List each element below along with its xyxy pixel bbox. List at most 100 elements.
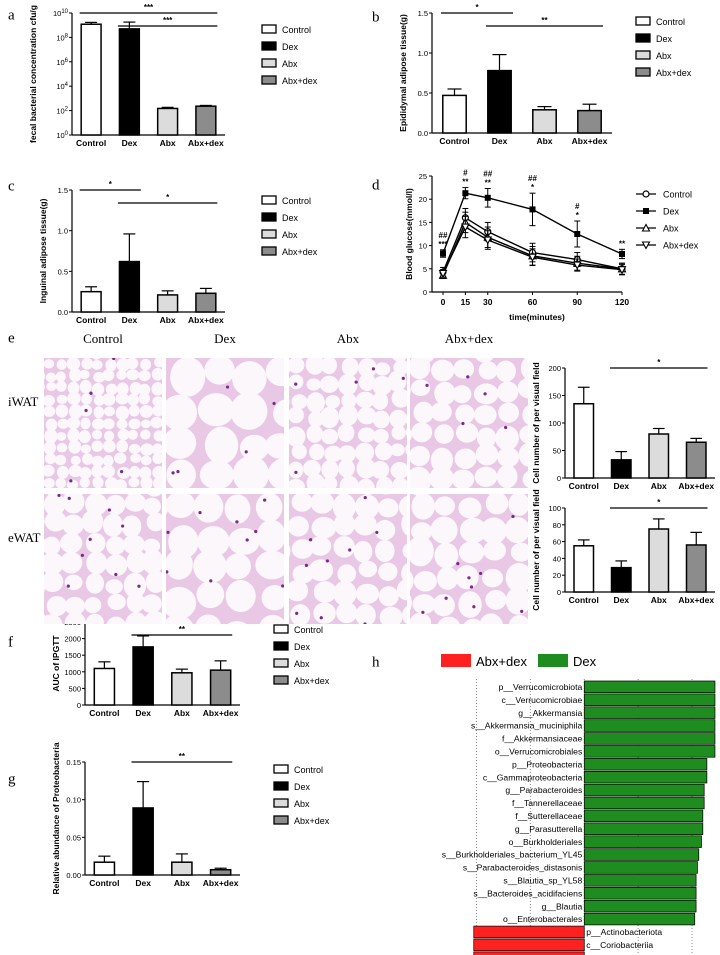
y-tick-label-b: 0.0 [418, 129, 428, 138]
bar-abx [171, 861, 193, 876]
y-axis-label-d: Blood glucose(mmol/l) [404, 188, 414, 280]
x-tick-label: Abx [651, 481, 667, 491]
lda-feature-label: g__Parabacteroides [505, 785, 582, 795]
bar-control [93, 861, 116, 876]
bar-abx [532, 109, 557, 134]
bar-control [573, 403, 595, 479]
legend-label: Dex [294, 782, 311, 792]
y-tick-label-a: 106 [56, 58, 68, 67]
legend-label-h: Dex [573, 654, 597, 669]
panel-label-a: a [8, 8, 15, 24]
lda-bar [473, 938, 585, 952]
lda-feature-label: f__Akkermansiaceae [502, 734, 582, 744]
lda-feature-label: g__Akkermansia [518, 708, 582, 718]
y-tick-label-g: 0.05 [66, 833, 81, 842]
lda-bar [583, 745, 716, 758]
y-tick-label-f: 2000 [64, 635, 81, 644]
x-tick-label: Abx [174, 878, 190, 888]
legend-label: Dex [282, 42, 299, 52]
bar-abx-dex [209, 669, 232, 706]
annotation-hash: ## [483, 170, 492, 179]
y-tick-label-e2: 60 [553, 538, 561, 547]
significance-label: * [166, 193, 170, 202]
legend-swatch [273, 624, 289, 634]
x-tick-label: Control [569, 481, 599, 491]
lda-feature-label: g__Blautia [542, 901, 583, 911]
adipocyte-cells [410, 494, 528, 624]
legend-swatch-h [441, 654, 471, 667]
lda-feature-label: o__Verrucomicrobiales [495, 747, 582, 757]
legend-label: Abx+dex [294, 676, 330, 686]
legend-swatch [261, 75, 277, 85]
lda-feature-label: s__Akkermansia_muciniphila [471, 721, 583, 731]
bar-control [442, 94, 467, 134]
lda-bar [583, 822, 704, 835]
significance-label: * [657, 358, 661, 367]
lda-feature-label: f__Tannerellaceae [512, 798, 582, 808]
lda-bar [583, 732, 716, 745]
bar-abx-dex [685, 441, 707, 479]
lda-bar [583, 899, 697, 913]
legend-label: Abx+dex [282, 247, 318, 257]
bar-abx [156, 294, 179, 313]
annotation-hash: ## [528, 174, 537, 183]
data-point-abx-dex [438, 269, 448, 279]
bar-dex [610, 566, 632, 593]
y-axis-label: Relative abundance of Proteobacteria [51, 742, 61, 894]
panel-label-e: e [8, 331, 15, 347]
x-tick-label-d: 90 [573, 297, 583, 307]
y-tick-label-g: 0.15 [66, 758, 81, 767]
lda-bar [473, 925, 585, 939]
x-axis-label-d: time(minutes) [509, 312, 565, 322]
data-point-abx-dex [572, 261, 582, 270]
y-axis-label: fecal bacterial concentration cfu/g [28, 5, 38, 143]
lda-feature-label: p__Proteobacteria [512, 759, 582, 769]
y-tick-label-c: 0.5 [58, 267, 68, 276]
lda-bar [583, 693, 716, 706]
legend-label-d: Abx+dex [663, 241, 699, 251]
significance-label: *** [163, 16, 173, 25]
legend-swatch [635, 50, 651, 60]
histology-column-label: Abx [337, 331, 360, 346]
legend-label: Control [294, 765, 323, 775]
y-tick-label-e2: 100 [548, 504, 561, 513]
legend-label-d: Abx [663, 224, 679, 234]
significance-label: *** [144, 3, 154, 12]
legend-label: Abx+dex [294, 816, 330, 826]
x-tick-label-d: 120 [615, 297, 629, 307]
lda-bar [583, 758, 708, 771]
lda-feature-label: c__Coriobacteriia [586, 940, 653, 950]
lda-bar [583, 796, 705, 810]
annotation-star: * [576, 211, 580, 220]
histology-column-label: Abx+dex [445, 331, 494, 346]
y-tick-label-e2: 0 [557, 588, 561, 597]
lda-feature-label: g__Prevotella_9 [586, 953, 648, 955]
legend-marker-d [641, 241, 651, 250]
lda-bar [583, 783, 705, 797]
adipocyte-cells [289, 358, 407, 488]
y-tick-label-d: 0 [423, 288, 427, 297]
legend-swatch-h [538, 654, 568, 667]
significance-label: * [657, 498, 661, 507]
legend-label: Dex [656, 34, 673, 44]
bar-dex [118, 260, 141, 313]
series-line-abx-dex [442, 226, 623, 274]
annotation-hash: # [463, 169, 468, 178]
bar-abx-dex [685, 544, 707, 593]
significance-label: ** [179, 625, 186, 634]
x-tick-label: Abx [536, 136, 552, 146]
adipocyte-cells [166, 494, 284, 624]
legend-label-d: Dex [663, 207, 680, 217]
bar-abx-dex [195, 105, 217, 136]
series-line-control [442, 216, 623, 273]
lda-bar [583, 874, 697, 887]
x-tick-label: Control [439, 136, 469, 146]
lda-feature-label: p__Actinobacteriota [586, 927, 662, 937]
legend-label-h: Abx+dex [476, 654, 527, 669]
y-tick-label-g: 0.00 [66, 871, 81, 880]
x-tick-label: Dex [613, 595, 629, 605]
x-tick-label: Abx+dex [678, 481, 714, 491]
histology-column-label: Control [83, 331, 123, 346]
legend-swatch [273, 781, 289, 791]
lda-bar [583, 809, 704, 823]
